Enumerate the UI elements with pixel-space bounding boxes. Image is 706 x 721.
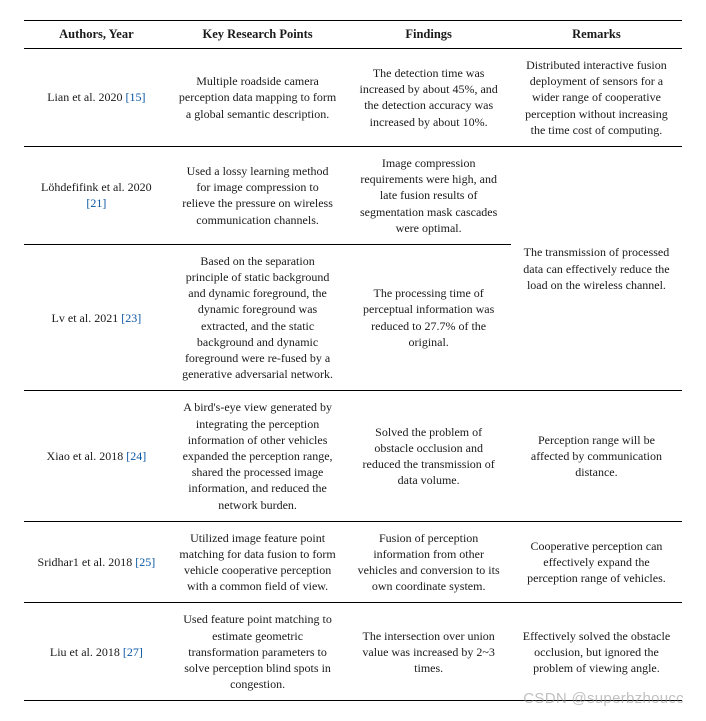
cell-findings: Fusion of perception information from ot… xyxy=(346,521,511,603)
reference-link[interactable]: [21] xyxy=(86,196,106,210)
cell-remarks: Cooperative perception can effectively e… xyxy=(511,521,682,603)
cell-key-research: Used a lossy learning method for image c… xyxy=(169,146,347,244)
cell-authors: Lian et al. 2020 [15] xyxy=(24,49,169,147)
reference-link[interactable]: [25] xyxy=(135,555,155,569)
reference-link[interactable]: [23] xyxy=(121,311,141,325)
reference-link[interactable]: [27] xyxy=(123,645,143,659)
cell-findings: The intersection over union value was in… xyxy=(346,603,511,701)
table-row: Löhdefifink et al. 2020 [21]Used a lossy… xyxy=(24,146,682,244)
col-authors: Authors, Year xyxy=(24,21,169,49)
cell-remarks: Effectively solved the obstacle occlusio… xyxy=(511,603,682,701)
table-row: Xiao et al. 2018 [24]A bird's-eye view g… xyxy=(24,391,682,521)
cell-authors: Liu et al. 2018 [27] xyxy=(24,603,169,701)
cell-findings: Solved the problem of obstacle occlusion… xyxy=(346,391,511,521)
cell-authors: Löhdefifink et al. 2020 [21] xyxy=(24,146,169,244)
reference-link[interactable]: [15] xyxy=(126,90,146,104)
cell-findings: The detection time was increased by abou… xyxy=(346,49,511,147)
col-key-research: Key Research Points xyxy=(169,21,347,49)
cell-key-research: Based on the separation principle of sta… xyxy=(169,244,347,391)
cell-authors: Sridhar1 et al. 2018 [25] xyxy=(24,521,169,603)
research-summary-table: Authors, Year Key Research Points Findin… xyxy=(24,20,682,701)
author-text: Xiao et al. 2018 xyxy=(47,449,127,463)
reference-link[interactable]: [24] xyxy=(126,449,146,463)
cell-findings: Image compression requirements were high… xyxy=(346,146,511,244)
cell-key-research: Multiple roadside camera perception data… xyxy=(169,49,347,147)
cell-remarks: Perception range will be affected by com… xyxy=(511,391,682,521)
cell-authors: Lv et al. 2021 [23] xyxy=(24,244,169,391)
author-text: Liu et al. 2018 xyxy=(50,645,123,659)
table-body: Lian et al. 2020 [15]Multiple roadside c… xyxy=(24,49,682,701)
cell-key-research: Used feature point matching to estimate … xyxy=(169,603,347,701)
author-text: Löhdefifink et al. 2020 xyxy=(41,180,152,194)
cell-key-research: Utilized image feature point matching fo… xyxy=(169,521,347,603)
author-text: Lv et al. 2021 xyxy=(52,311,122,325)
table-row: Sridhar1 et al. 2018 [25]Utilized image … xyxy=(24,521,682,603)
table-row: Liu et al. 2018 [27]Used feature point m… xyxy=(24,603,682,701)
cell-key-research: A bird's-eye view generated by integrati… xyxy=(169,391,347,521)
cell-authors: Xiao et al. 2018 [24] xyxy=(24,391,169,521)
table-row: Lian et al. 2020 [15]Multiple roadside c… xyxy=(24,49,682,147)
author-text: Sridhar1 et al. 2018 xyxy=(38,555,136,569)
col-remarks: Remarks xyxy=(511,21,682,49)
cell-remarks: Distributed interactive fusion deploymen… xyxy=(511,49,682,147)
col-findings: Findings xyxy=(346,21,511,49)
author-text: Lian et al. 2020 xyxy=(47,90,125,104)
cell-remarks: The transmission of processed data can e… xyxy=(511,146,682,390)
table-header-row: Authors, Year Key Research Points Findin… xyxy=(24,21,682,49)
cell-findings: The processing time of perceptual inform… xyxy=(346,244,511,391)
